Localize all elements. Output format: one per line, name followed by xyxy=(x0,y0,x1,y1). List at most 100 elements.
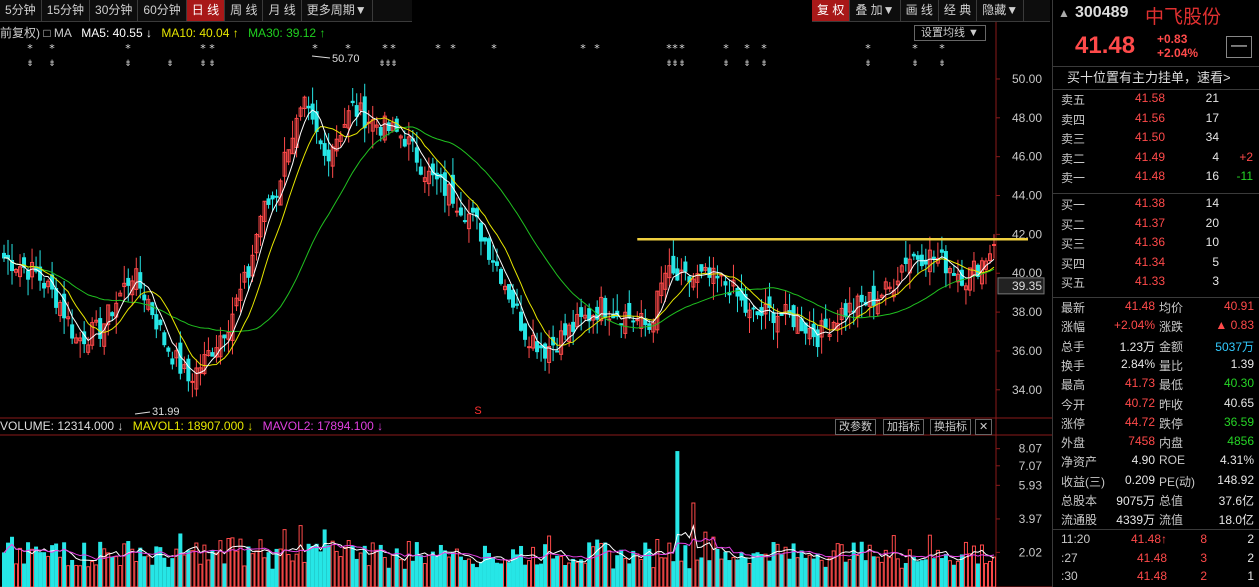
candle-body xyxy=(302,96,307,110)
volume-bar xyxy=(563,565,568,587)
orderbook-row[interactable]: 卖四 41.56 17 xyxy=(1053,111,1259,130)
stat-label: 最低 xyxy=(1159,378,1184,393)
volume-bar xyxy=(486,553,491,587)
mavol2-label: MAVOL2: 17894.100 ↓ xyxy=(262,419,384,433)
period-tab-0[interactable]: 5分钟 xyxy=(0,0,42,21)
volume-bar xyxy=(667,542,672,587)
quote-panel: ▲ 300489 中飞股份 41.48 +0.83 +2.04% — 买十位置有… xyxy=(1052,0,1259,587)
event-marker: * xyxy=(679,42,685,55)
volume-bar xyxy=(122,543,127,587)
orderbook-row[interactable]: 卖三 41.50 34 xyxy=(1053,130,1259,149)
period-tab-3[interactable]: 60分钟 xyxy=(138,0,187,21)
period-tab-6[interactable]: 月 线 xyxy=(263,0,302,21)
orderbook-row[interactable]: 买五 41.33 3 xyxy=(1053,274,1259,293)
volume-bar xyxy=(891,535,896,587)
volume-bar xyxy=(955,560,960,587)
volume-bar xyxy=(847,559,852,587)
volume-bar xyxy=(314,543,319,587)
candle-body xyxy=(322,143,327,156)
candle-body xyxy=(695,273,700,283)
modify-params-button[interactable]: 改参数 xyxy=(835,419,876,435)
candle-body xyxy=(735,288,740,297)
volume-bar xyxy=(795,557,800,587)
volume-bar xyxy=(182,554,187,587)
orderbook-row[interactable]: 卖一 41.48 16 -11 xyxy=(1053,169,1259,188)
volume-bar xyxy=(951,564,956,587)
candle-body xyxy=(398,135,403,139)
volume-bar xyxy=(707,560,712,587)
candle-body xyxy=(74,337,79,344)
volume-bar xyxy=(659,557,664,587)
candle-body xyxy=(282,151,287,177)
candle-body xyxy=(106,304,111,326)
tool-button-0[interactable]: 复 权 xyxy=(812,0,851,21)
candle-body xyxy=(218,335,223,358)
candle-body xyxy=(374,124,379,128)
volume-bar xyxy=(807,554,812,587)
period-tab-4[interactable]: 日 线 xyxy=(186,0,226,21)
orderbook-label: 买五 xyxy=(1061,276,1086,290)
orderbook-row[interactable]: 买二 41.37 20 xyxy=(1053,216,1259,235)
volume-bar xyxy=(827,557,832,587)
volume-bar xyxy=(150,564,155,587)
orderbook-volume: 4 xyxy=(1212,149,1219,164)
close-icon[interactable]: ✕ xyxy=(975,419,993,435)
scroll-up-icon[interactable]: ▲ xyxy=(1058,6,1070,20)
tool-button-1[interactable]: 叠 加▼ xyxy=(850,0,901,21)
tick-row: :27 41.48 3 2 xyxy=(1053,551,1259,569)
stat-value: 41.48 xyxy=(1124,299,1155,313)
period-tab-2[interactable]: 30分钟 xyxy=(90,0,139,21)
kline-chart[interactable]: 34.00 36.00 38.00 40.00 42.00 44.00 46.00 48.00… xyxy=(0,22,1052,587)
orderbook-row[interactable]: 买三 41.36 10 xyxy=(1053,235,1259,254)
promo-banner[interactable]: 买十位置有主力挂单，速看> xyxy=(1053,66,1259,90)
add-indicator-button[interactable]: 加指标 xyxy=(883,419,924,435)
candle-body xyxy=(931,256,936,260)
orderbook-row[interactable]: 买四 41.34 5 xyxy=(1053,255,1259,274)
tool-button-4[interactable]: 隐藏▼ xyxy=(977,0,1025,21)
orderbook-price: 41.36 xyxy=(1134,235,1165,249)
stat-value: 9075万 xyxy=(1116,494,1155,508)
volume-bar xyxy=(390,554,395,587)
period-tab-1[interactable]: 15分钟 xyxy=(42,0,91,21)
stat-row: 外盘 7458 内盘 4856 xyxy=(1053,434,1259,453)
volume-bar xyxy=(571,558,576,587)
period-tab-7[interactable]: 更多周期▼ xyxy=(302,0,373,21)
volume-bar xyxy=(823,566,828,587)
tool-button-3[interactable]: 经 典 xyxy=(939,0,978,21)
orderbook-row[interactable]: 卖五 41.58 21 xyxy=(1053,91,1259,110)
collapse-button[interactable]: — xyxy=(1226,36,1252,58)
stat-label: PE(动) xyxy=(1159,474,1196,489)
volume-bar xyxy=(619,549,624,587)
volume-bar xyxy=(2,552,6,587)
orderbook-row[interactable]: 买一 41.38 14 xyxy=(1053,196,1259,215)
event-marker: * xyxy=(345,42,351,55)
tool-button-2[interactable]: 画 线 xyxy=(901,0,939,21)
volume-bar xyxy=(78,565,83,587)
volume-bar xyxy=(62,542,67,587)
volume-bar xyxy=(430,551,435,587)
volume-bar xyxy=(931,558,936,587)
candle-body xyxy=(651,322,656,333)
candle-body xyxy=(122,282,127,288)
event-marker: * xyxy=(865,42,871,55)
candle-body xyxy=(418,166,423,175)
period-tab-5[interactable]: 周 线 xyxy=(225,0,264,21)
volume-bar xyxy=(238,538,243,587)
candle-body xyxy=(298,107,303,117)
candle-body xyxy=(78,337,83,342)
volume-bar xyxy=(218,540,223,587)
orderbook-volume: 14 xyxy=(1205,196,1219,210)
ma-settings-button[interactable]: 设置均线 ▼ xyxy=(914,25,986,41)
candle-body xyxy=(226,331,231,340)
switch-indicator-button[interactable]: 换指标 xyxy=(930,419,971,435)
event-marker: * xyxy=(912,42,918,55)
volume-bar xyxy=(134,561,139,587)
candle-body xyxy=(130,280,135,296)
volume-bar xyxy=(695,559,700,587)
candle-body xyxy=(194,367,199,390)
tick-time: :27 xyxy=(1061,550,1078,565)
tick-volume: 8 xyxy=(1200,532,1207,546)
candle-body xyxy=(478,222,483,242)
stat-value: 37.6亿 xyxy=(1218,494,1254,508)
orderbook-row[interactable]: 卖二 41.49 4 +2 xyxy=(1053,150,1259,169)
